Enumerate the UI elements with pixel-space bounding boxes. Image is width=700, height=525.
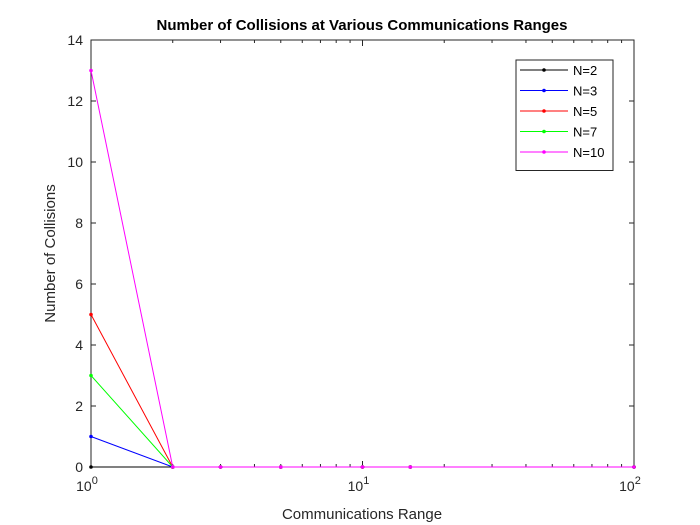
y-tick-label: 4 bbox=[75, 337, 83, 353]
legend-marker bbox=[542, 88, 546, 93]
x-tick-label: 102 bbox=[619, 475, 641, 494]
legend-label: N=5 bbox=[573, 104, 597, 119]
data-point-n5 bbox=[89, 312, 93, 317]
legend-label: N=10 bbox=[573, 145, 604, 160]
legend-label: N=7 bbox=[573, 125, 597, 140]
x-axis-label: Communications Range bbox=[282, 506, 442, 523]
legend-label: N=2 bbox=[573, 63, 597, 78]
data-point-n2 bbox=[89, 465, 93, 469]
x-tick-label: 100 bbox=[76, 475, 98, 494]
axis-ticks: 0 2 4 6 8 10 12 14 100 101 102 bbox=[67, 32, 640, 494]
data-point-n3 bbox=[89, 434, 93, 439]
y-tick-label: 12 bbox=[67, 93, 83, 109]
x-tick-label: 101 bbox=[348, 475, 370, 494]
data-point-n10 bbox=[632, 465, 636, 469]
y-tick-label: 8 bbox=[75, 215, 83, 231]
data-point-n10 bbox=[408, 465, 413, 469]
data-point-n10 bbox=[170, 465, 175, 469]
y-tick-label: 14 bbox=[67, 32, 83, 48]
data-point-n10 bbox=[89, 68, 93, 73]
data-point-n10 bbox=[360, 465, 365, 469]
chart-title: Number of Collisions at Various Communic… bbox=[157, 17, 568, 34]
legend: N=2 N=3 N=5 N=7 N=10 bbox=[515, 59, 614, 171]
data-point-n10 bbox=[278, 465, 283, 469]
y-tick-label: 6 bbox=[75, 276, 83, 292]
y-axis-label: Number of Collisions bbox=[42, 184, 59, 322]
y-tick-label: 2 bbox=[75, 398, 83, 414]
y-tick-label: 0 bbox=[75, 459, 83, 475]
legend-marker bbox=[542, 150, 546, 154]
legend-marker bbox=[542, 109, 546, 113]
legend-label: N=3 bbox=[573, 84, 597, 99]
legend-marker bbox=[542, 129, 546, 134]
y-tick-label: 10 bbox=[67, 154, 83, 170]
series-lines bbox=[89, 68, 636, 469]
data-point-n10 bbox=[218, 465, 223, 469]
data-point-n7 bbox=[89, 373, 93, 378]
legend-marker bbox=[542, 68, 546, 72]
